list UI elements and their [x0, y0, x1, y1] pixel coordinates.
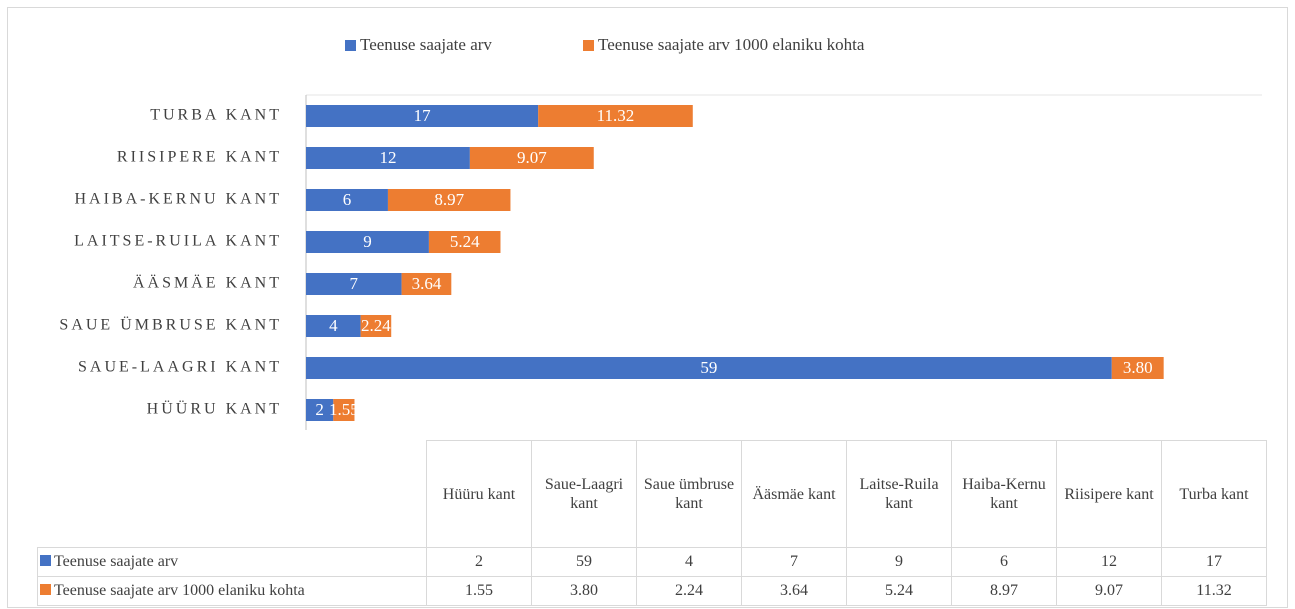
table-value-cell: 3.80: [531, 576, 637, 606]
data-label: 1.55: [329, 400, 359, 419]
table-corner: [37, 440, 427, 548]
data-label: 8.97: [434, 190, 464, 209]
bar-segment: [469, 147, 594, 169]
table-series-cell: Teenuse saajate arv: [37, 547, 427, 577]
table-value-cell: 8.97: [951, 576, 1057, 606]
table-row: Teenuse saajate arv 2 59 4 7 9 6 12 17: [37, 547, 1267, 577]
data-label: 9: [363, 232, 372, 251]
table-value-cell: 4: [636, 547, 742, 577]
legend-swatch: [583, 40, 594, 51]
data-label: 4: [329, 316, 338, 335]
data-label: 3.64: [412, 274, 442, 293]
table-value-cell: 7: [741, 547, 847, 577]
table-header-cell: Laitse-Ruila kant: [846, 440, 952, 548]
data-label: 7: [350, 274, 359, 293]
y-tick-label: Hüüru kant: [147, 400, 282, 418]
y-tick-label: Ääsmäe kant: [133, 274, 282, 292]
bar-segment: [306, 315, 361, 337]
table-header-cell: Saue ümbruse kant: [636, 440, 742, 548]
table-value-cell: 6: [951, 547, 1057, 577]
bar-segment: [306, 273, 402, 295]
y-tick-label: Saue ümbruse kant: [59, 316, 282, 334]
data-label: 11.32: [597, 106, 635, 125]
table-value-cell: 5.24: [846, 576, 952, 606]
data-label: 6: [343, 190, 352, 209]
table-header-cell: Riisipere kant: [1056, 440, 1162, 548]
table-value-cell: 3.64: [741, 576, 847, 606]
table-series-name: Teenuse saajate arv 1000 elaniku kohta: [54, 582, 305, 599]
table-legend-swatch: [40, 584, 51, 595]
data-label: 2.24: [361, 316, 391, 335]
table-series-name: Teenuse saajate arv: [54, 553, 179, 570]
table-header-cell: Ääsmäe kant: [741, 440, 847, 548]
bar-segment: [306, 105, 539, 127]
data-label: 12: [379, 148, 396, 167]
data-label: 2: [315, 400, 324, 419]
bar-segment: [306, 357, 1112, 379]
legend-swatch: [345, 40, 356, 51]
table-legend-swatch: [40, 555, 51, 566]
y-tick-label: Haiba-Kernu kant: [74, 191, 282, 208]
data-label: 3.80: [1123, 358, 1153, 377]
data-label: 17: [414, 106, 432, 125]
y-tick-label: Riisipere kant: [117, 149, 282, 166]
table-series-cell: Teenuse saajate arv 1000 elaniku kohta: [37, 576, 427, 606]
table-value-cell: 11.32: [1161, 576, 1267, 606]
bar-segment: [306, 147, 470, 169]
y-tick-label: Laitse-Ruila kant: [74, 233, 282, 250]
table-value-cell: 2: [426, 547, 532, 577]
table-value-cell: 9: [846, 547, 952, 577]
legend-label: Teenuse saajate arv 1000 elaniku kohta: [598, 35, 865, 54]
data-label: 5.24: [450, 232, 480, 251]
table-value-cell: 1.55: [426, 576, 532, 606]
table-row: Teenuse saajate arv 1000 elaniku kohta 1.…: [37, 576, 1267, 606]
table-header-row: Hüüru kant Saue-Laagri kant Saue ümbruse k…: [37, 440, 1267, 548]
bar-segment: [306, 399, 334, 421]
bar-segment: [387, 189, 511, 211]
table-value-cell: 9.07: [1056, 576, 1162, 606]
table-value-cell: 17: [1161, 547, 1267, 577]
data-table: Hüüru kant Saue-Laagri kant Saue ümbruse k…: [37, 440, 1267, 606]
bar-segment: [401, 273, 452, 295]
table-value-cell: 12: [1056, 547, 1162, 577]
y-tick-label: Saue-Laagri kant: [78, 359, 282, 376]
table-header-cell: Haiba-Kernu kant: [951, 440, 1057, 548]
chart-border: [7, 7, 1288, 608]
table-value-cell: 59: [531, 547, 637, 577]
data-label: 9.07: [517, 148, 547, 167]
bar-segment: [306, 231, 429, 253]
bar-segment: [306, 189, 388, 211]
bar-segment: [1111, 357, 1164, 379]
y-tick-label: Turba kant: [150, 107, 282, 124]
table-header-cell: Hüüru kant: [426, 440, 532, 548]
bar-segment: [360, 315, 392, 337]
bar-segment: [428, 231, 501, 253]
table-header-cell: Turba kant: [1161, 440, 1267, 548]
bar-segment: [333, 399, 355, 421]
table-header-cell: Saue-Laagri kant: [531, 440, 637, 548]
table-value-cell: 2.24: [636, 576, 742, 606]
data-label: 59: [700, 358, 717, 377]
legend-label: Teenuse saajate arv: [360, 35, 492, 54]
bar-segment: [538, 105, 693, 127]
